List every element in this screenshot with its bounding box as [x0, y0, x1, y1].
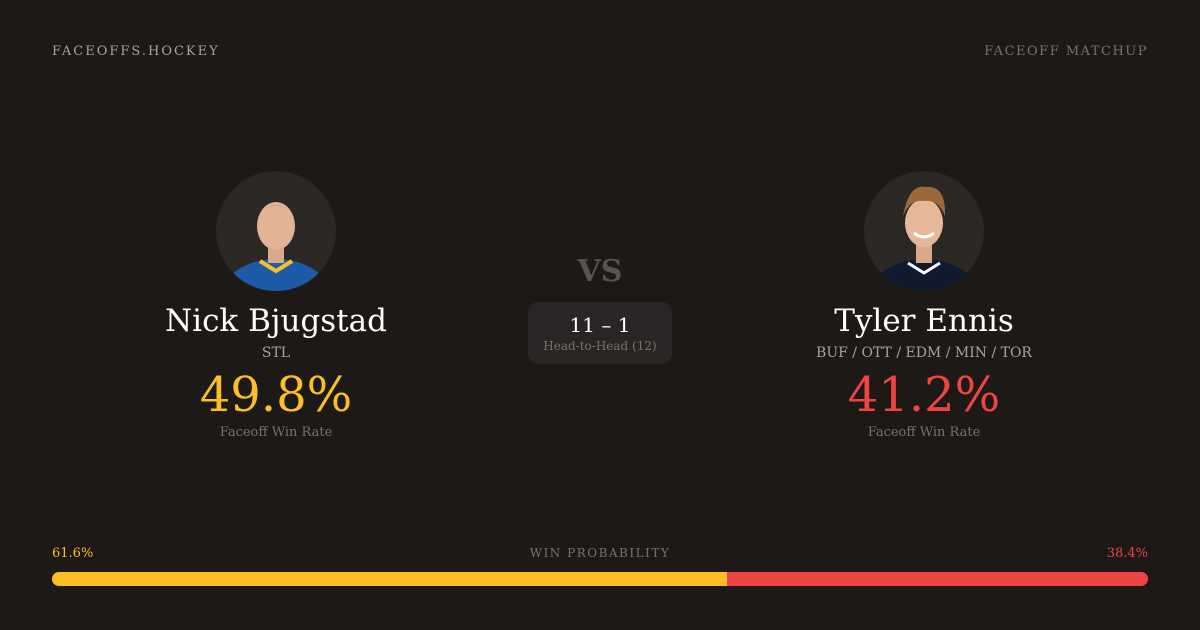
brand-logo-text: FACEOFFS.HOCKEY: [52, 44, 220, 59]
player-avatar: [216, 171, 336, 291]
vs-label: VS: [577, 254, 623, 289]
player-name: Nick Bjugstad: [165, 303, 387, 339]
win-probability-bar-left: [52, 572, 728, 586]
faceoff-win-rate: 49.8%: [199, 367, 353, 423]
win-probability-bar-right: [727, 572, 1148, 586]
win-rate-label: Faceoff Win Rate: [867, 425, 981, 440]
player-avatar: [864, 171, 984, 291]
head-to-head-label: Head-to-Head (12): [543, 339, 657, 353]
faceoff-win-rate: 41.2%: [847, 367, 1001, 423]
player-card-left: Nick Bjugstad STL 49.8% Faceoff Win Rate: [76, 171, 476, 440]
win-probability-right: 38.4%: [1106, 546, 1148, 561]
player-team: STL: [261, 345, 291, 361]
head-to-head-box: 11 – 1 Head-to-Head (12): [528, 302, 672, 364]
player-card-right: Tyler Ennis BUF / OTT / EDM / MIN / TOR …: [724, 171, 1124, 440]
head-to-head-score: 11 – 1: [569, 313, 631, 337]
page-tag: FACEOFF MATCHUP: [984, 44, 1148, 59]
win-probability-left: 61.6%: [52, 546, 94, 561]
win-rate-label: Faceoff Win Rate: [219, 425, 333, 440]
win-probability-bar: [52, 572, 1148, 586]
win-probability-title: WIN PROBABILITY: [529, 546, 671, 560]
player-team: BUF / OTT / EDM / MIN / TOR: [816, 345, 1032, 361]
player-name: Tyler Ennis: [834, 303, 1014, 339]
